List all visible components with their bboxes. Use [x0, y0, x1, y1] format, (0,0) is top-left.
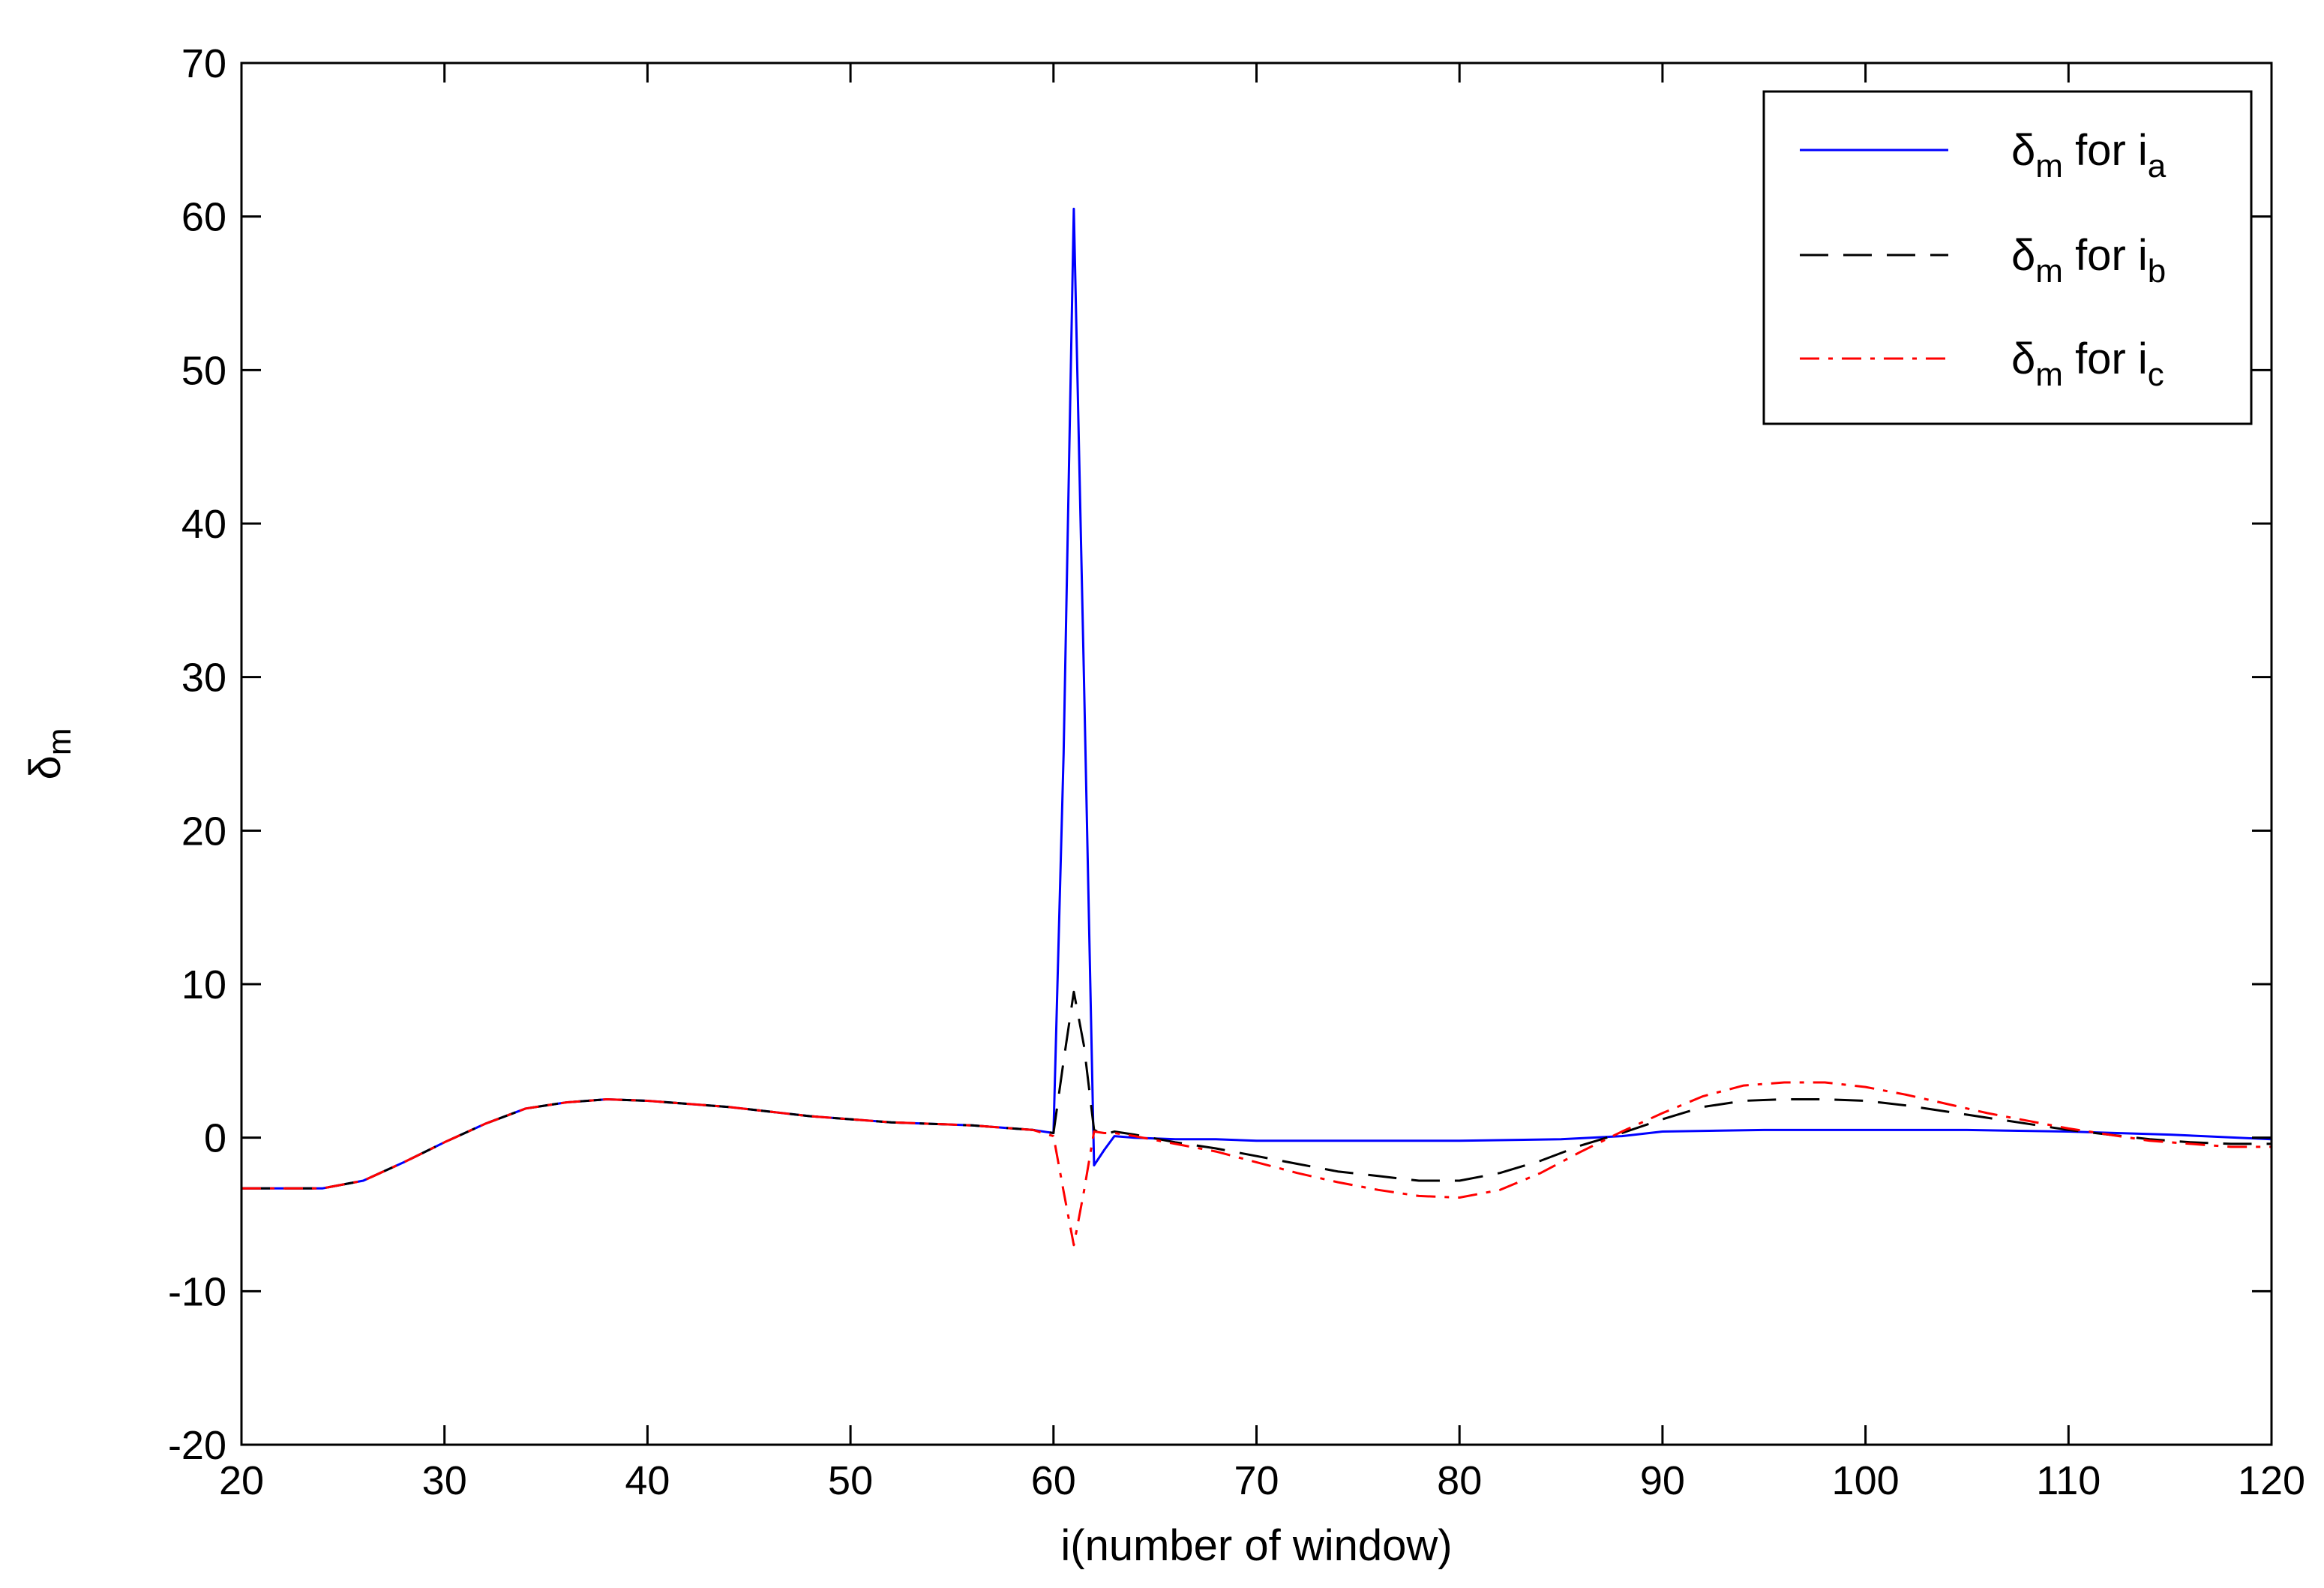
y-tick-label: 50: [181, 348, 226, 393]
y-axis-label: δm: [21, 728, 78, 780]
series-layer: [241, 207, 2272, 1247]
legend-label-part: m: [2035, 356, 2063, 393]
legend-entry-3: δm for ic: [1800, 335, 2164, 393]
y-tick-label: 60: [181, 195, 226, 240]
x-tick-label: 50: [828, 1458, 873, 1503]
legend-label-1: δm for ia: [2011, 126, 2167, 185]
y-tick-label: -10: [168, 1269, 226, 1314]
legend-label-part: c: [2148, 356, 2164, 393]
tick-layer: 20 30 40 50 60 70 80 90 100 110 120 -20 -10 0 10 20 30 40…: [168, 41, 2305, 1503]
y-axis-label-sub: m: [41, 728, 78, 756]
legend-entry-2: δm for ib: [1800, 231, 2166, 290]
x-tick-label: 80: [1437, 1458, 1482, 1503]
legend-label-part: for i: [2063, 126, 2148, 175]
series-line-1: [241, 207, 2272, 1190]
x-axis-label: i(number of window): [1060, 1521, 1452, 1570]
legend-label-part: a: [2148, 148, 2167, 185]
legend-label-part: m: [2035, 148, 2063, 185]
y-tick-label: 70: [181, 41, 226, 86]
y-tick-label: 0: [204, 1116, 226, 1161]
x-tick-label: 110: [2036, 1458, 2101, 1503]
legend-label-part: δ: [2011, 335, 2035, 383]
x-tick-label: 30: [422, 1458, 467, 1503]
x-tick-label: 70: [1234, 1458, 1279, 1503]
series-line-3: [241, 1081, 2272, 1247]
x-tick-label: 120: [2238, 1458, 2305, 1503]
x-tick-label: 40: [625, 1458, 670, 1503]
legend-label-3: δm for ic: [2011, 335, 2164, 393]
legend-entry-1: δm for ia: [1800, 126, 2167, 185]
y-tick-label: -20: [168, 1423, 226, 1468]
y-tick-label: 30: [181, 656, 226, 701]
legend-label-part: m: [2035, 253, 2063, 290]
legend-label-part: δ: [2011, 231, 2035, 280]
y-tick-label: 20: [181, 809, 226, 854]
legend-label-part: δ: [2011, 126, 2035, 175]
x-tick-label: 20: [219, 1458, 264, 1503]
x-tick-label: 90: [1640, 1458, 1685, 1503]
legend-box: [1762, 90, 2253, 425]
y-axis-label-main: δ: [21, 755, 70, 779]
legend-label-part: b: [2148, 253, 2166, 290]
legend-label-2: δm for ib: [2011, 231, 2166, 290]
y-tick-label: 40: [181, 502, 226, 547]
legend-label-part: for i: [2063, 231, 2148, 280]
legend-label-part: for i: [2063, 335, 2148, 383]
series-line-2: [241, 990, 2272, 1190]
x-tick-label: 100: [1832, 1458, 1900, 1503]
x-tick-label: 60: [1031, 1458, 1076, 1503]
y-tick-label: 10: [181, 962, 226, 1007]
